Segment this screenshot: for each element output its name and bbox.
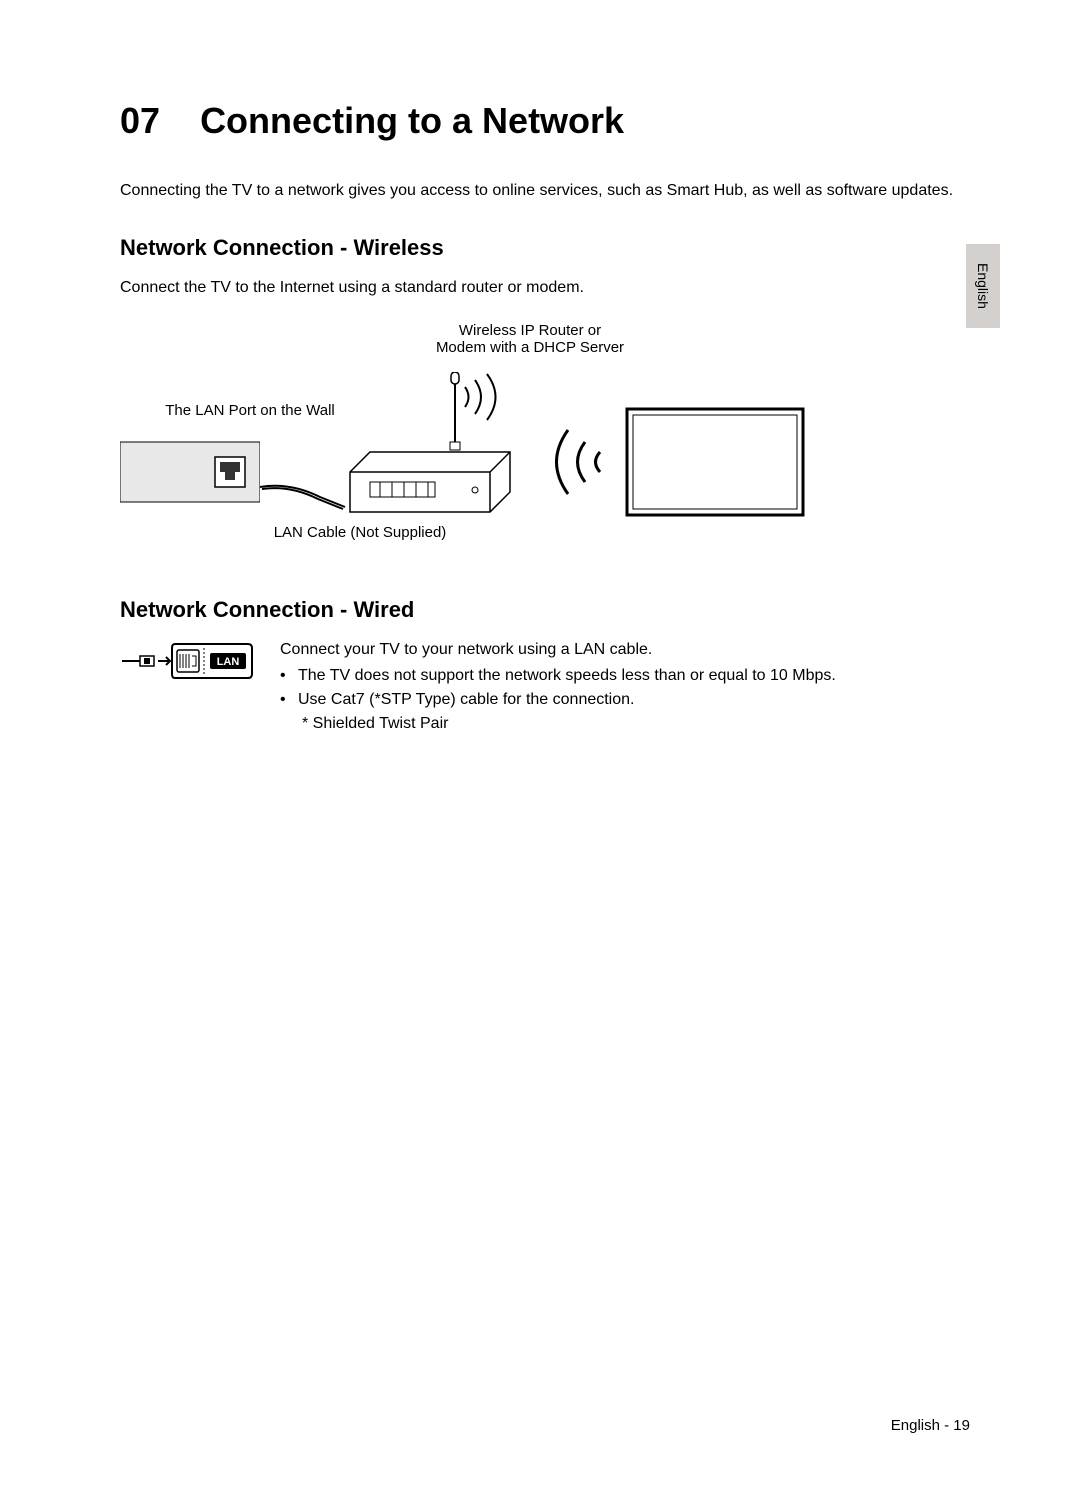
chapter-title-text: Connecting to a Network xyxy=(200,100,624,141)
intro-paragraph: Connecting the TV to a network gives you… xyxy=(120,182,970,200)
wall-port-icon xyxy=(120,422,260,522)
wired-section: LAN Connect your TV to your network usin… xyxy=(120,641,970,733)
wired-bullets: The TV does not support the network spee… xyxy=(280,667,970,709)
chapter-title: 07 Connecting to a Network xyxy=(120,100,970,142)
cable-icon xyxy=(260,477,350,527)
wired-heading: Network Connection - Wired xyxy=(120,597,970,623)
lan-port-text: LAN xyxy=(217,656,240,668)
wired-footnote: * Shielded Twist Pair xyxy=(280,715,970,733)
router-icon xyxy=(340,442,520,522)
chapter-number: 07 xyxy=(120,100,160,141)
router-label: Wireless IP Router or Modem with a DHCP … xyxy=(410,322,650,356)
wired-content: Connect your TV to your network using a … xyxy=(280,641,970,733)
router-label-line1: Wireless IP Router or xyxy=(410,322,650,339)
bullet-item: The TV does not support the network spee… xyxy=(280,667,970,685)
wifi-waves-tv-icon xyxy=(535,422,615,502)
tv-icon xyxy=(625,407,805,517)
page-footer: English - 19 xyxy=(891,1417,970,1434)
lan-port-icon: LAN xyxy=(120,636,255,686)
wireless-text: Connect the TV to the Internet using a s… xyxy=(120,279,970,297)
wired-intro: Connect your TV to your network using a … xyxy=(280,641,970,659)
language-tab: English xyxy=(966,244,1000,328)
wifi-waves-router-icon xyxy=(460,372,520,422)
language-label: English xyxy=(975,263,991,309)
bullet-item: Use Cat7 (*STP Type) cable for the conne… xyxy=(280,691,970,709)
wireless-heading: Network Connection - Wireless xyxy=(120,235,970,261)
wireless-diagram: Wireless IP Router or Modem with a DHCP … xyxy=(120,322,970,572)
router-label-line2: Modem with a DHCP Server xyxy=(410,339,650,356)
lan-port-label: The LAN Port on the Wall xyxy=(150,402,350,419)
